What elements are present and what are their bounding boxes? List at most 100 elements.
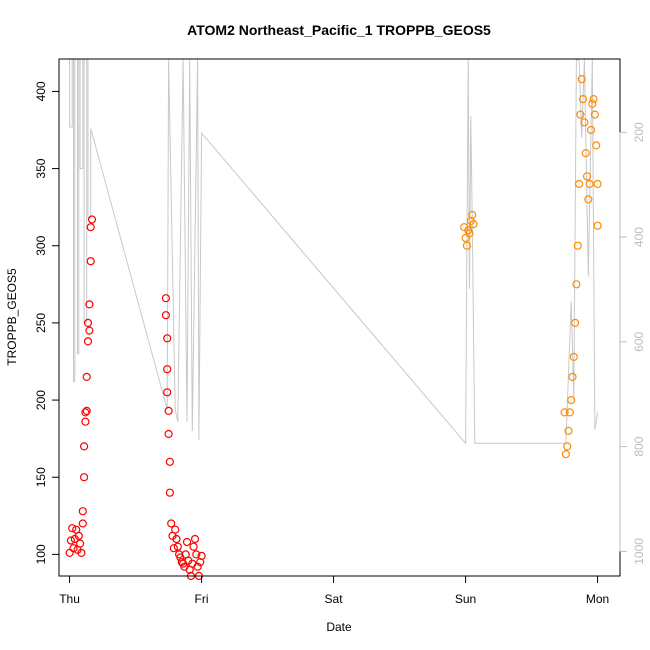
data-point-series-2 xyxy=(570,318,580,327)
y-tick-label: 300 xyxy=(34,235,48,255)
data-point-series-2 xyxy=(461,233,470,243)
data-point-series-1 xyxy=(86,257,95,266)
data-point-series-1 xyxy=(163,334,172,343)
data-point-series-2 xyxy=(584,195,593,204)
data-point-series-2 xyxy=(578,94,588,104)
data-point-series-2 xyxy=(569,352,578,361)
background-line-layer xyxy=(69,58,599,445)
data-point-series-1 xyxy=(85,326,94,335)
y-right-tick-label: 200 xyxy=(632,122,646,142)
y-right-tick-label: 600 xyxy=(632,332,646,352)
data-point-series-2 xyxy=(465,229,474,238)
data-point-series-1 xyxy=(69,544,78,553)
data-point-series-1 xyxy=(167,519,176,528)
data-point-series-1 xyxy=(164,406,173,415)
x-axis-label: Date xyxy=(326,620,352,634)
y-tick-label: 250 xyxy=(34,313,48,333)
data-point-series-2 xyxy=(576,110,585,119)
data-point-series-1 xyxy=(197,551,206,561)
data-point-series-1 xyxy=(169,544,178,553)
data-point-series-2 xyxy=(564,426,573,435)
data-point-series-2 xyxy=(573,241,582,250)
data-point-series-2 xyxy=(589,94,598,104)
data-point-series-2 xyxy=(462,241,471,250)
background-series-line xyxy=(69,58,599,445)
data-point-series-1 xyxy=(77,548,86,558)
x-tick-label: Sun xyxy=(455,592,476,606)
data-point-series-1 xyxy=(65,548,74,558)
y-right-tick-label: 1000 xyxy=(632,538,646,565)
data-point-series-2 xyxy=(572,280,581,289)
data-point-series-2 xyxy=(582,172,592,181)
data-point-series-1 xyxy=(173,542,182,551)
data-point-series-1 xyxy=(86,223,95,232)
data-point-series-1 xyxy=(78,507,87,516)
data-point-series-1 xyxy=(83,337,93,346)
y-tick-label: 200 xyxy=(34,390,48,410)
x-tick-label: Thu xyxy=(59,592,80,606)
x-tick-label: Sat xyxy=(325,592,344,606)
data-point-series-1 xyxy=(87,215,97,224)
x-tick-label: Fri xyxy=(195,592,209,606)
y-axis-right: 200 400 600 800 1000 xyxy=(619,122,646,565)
data-point-series-1 xyxy=(66,536,76,545)
data-point-series-1 xyxy=(165,457,174,466)
y-tick-label: 100 xyxy=(34,544,48,564)
data-point-series-1 xyxy=(190,534,200,544)
data-points-layer xyxy=(65,74,602,581)
data-point-series-2 xyxy=(588,99,597,108)
y-axis: 100 150 200 250 300 350 400 xyxy=(34,81,60,564)
data-point-series-2 xyxy=(590,110,600,119)
data-point-series-2 xyxy=(593,221,602,230)
data-point-series-1 xyxy=(164,429,173,439)
data-point-series-1 xyxy=(79,442,89,451)
data-point-series-1 xyxy=(85,300,94,309)
data-point-series-1 xyxy=(74,531,83,541)
data-point-series-2 xyxy=(560,408,569,417)
data-point-series-1 xyxy=(163,365,172,374)
data-point-series-2 xyxy=(593,179,602,189)
data-point-series-2 xyxy=(563,442,572,451)
data-point-series-1 xyxy=(193,562,202,571)
data-point-series-2 xyxy=(561,450,571,459)
data-point-series-1 xyxy=(161,311,170,320)
data-point-series-1 xyxy=(182,537,192,547)
data-point-series-1 xyxy=(78,519,87,528)
data-point-series-2 xyxy=(568,372,577,381)
y-tick-label: 150 xyxy=(34,467,48,487)
data-point-series-1 xyxy=(81,417,90,426)
data-point-series-1 xyxy=(165,488,174,497)
y-tick-label: 400 xyxy=(34,81,48,101)
y-tick-label: 350 xyxy=(34,158,48,178)
data-point-series-2 xyxy=(586,125,596,135)
data-point-series-1 xyxy=(82,372,91,381)
data-point-series-1 xyxy=(172,534,181,544)
data-point-series-2 xyxy=(585,179,594,189)
plot-frame xyxy=(58,58,621,577)
data-point-series-1 xyxy=(75,539,85,548)
data-point-series-1 xyxy=(171,525,180,534)
y-axis-label: TROPPB_GEOS5 xyxy=(5,268,19,366)
data-point-series-1 xyxy=(161,294,170,303)
data-point-series-2 xyxy=(577,74,586,84)
y-right-tick-label: 400 xyxy=(632,227,646,247)
data-point-series-1 xyxy=(68,524,77,533)
data-point-series-2 xyxy=(567,396,576,405)
data-point-series-2 xyxy=(592,141,601,150)
data-point-series-2 xyxy=(581,149,590,158)
data-point-series-1 xyxy=(192,550,201,559)
data-point-series-2 xyxy=(580,118,589,127)
x-tick-label: Mon xyxy=(586,592,609,606)
data-point-series-1 xyxy=(79,473,89,482)
y-right-tick-label: 800 xyxy=(632,436,646,456)
data-point-series-2 xyxy=(565,408,574,417)
data-point-series-1 xyxy=(82,406,91,415)
data-point-series-1 xyxy=(163,388,172,397)
data-point-series-1 xyxy=(83,318,93,327)
data-point-series-1 xyxy=(81,408,90,417)
x-axis: Thu Fri Sat Sun Mon xyxy=(59,575,609,606)
chart-title: ATOM2 Northeast_Pacific_1 TROPPB_GEOS5 xyxy=(187,22,491,38)
data-point-series-2 xyxy=(574,179,584,189)
data-point-series-2 xyxy=(468,210,477,219)
